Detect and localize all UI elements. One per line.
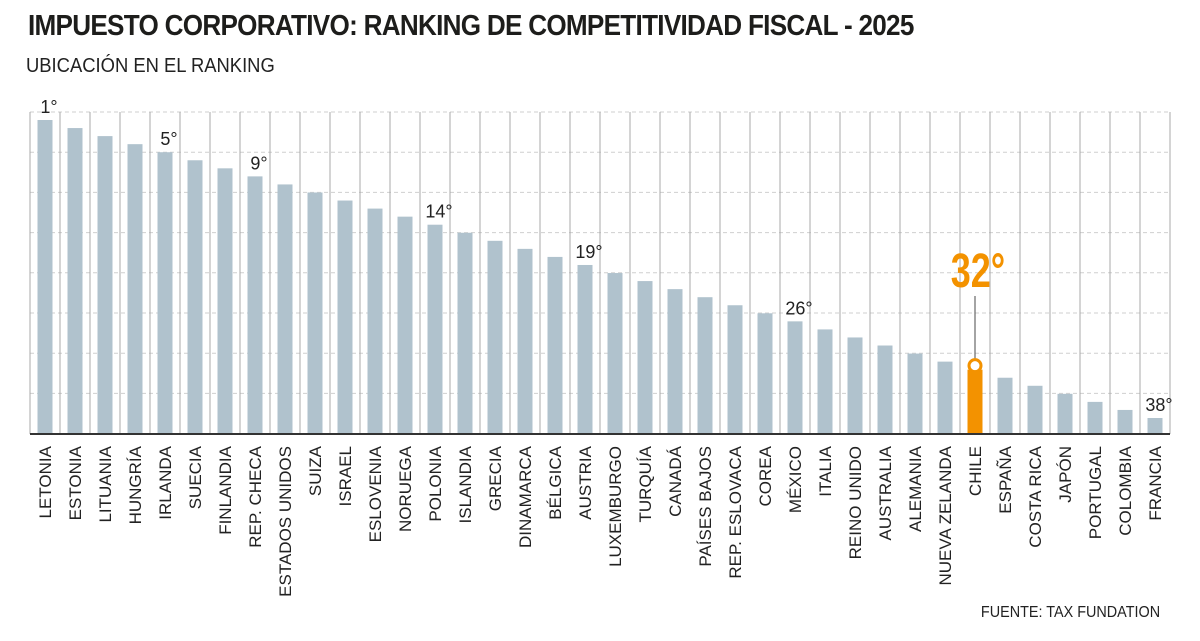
bar (277, 184, 293, 434)
x-tick-label: ITALIA (816, 445, 835, 496)
x-tick-label: HUNGRÍA (126, 445, 145, 524)
bar (97, 136, 113, 435)
x-tick-label: LUXEMBURGO (606, 446, 625, 567)
x-tick-label: PORTUGAL (1086, 446, 1105, 539)
x-tick-label: MÉXICO (786, 446, 805, 513)
x-tick-label: NORUEGA (396, 445, 415, 532)
x-tick-label: NUEVA ZELANDA (936, 445, 955, 585)
bar (67, 128, 83, 434)
x-tick-label: IRLANDA (156, 445, 175, 519)
data-label: 19° (575, 242, 602, 262)
bar (817, 329, 833, 434)
x-tick-label: COSTA RICA (1026, 445, 1045, 547)
x-tick-label: ESPAÑA (996, 445, 1015, 513)
bar (187, 160, 203, 434)
bar (367, 208, 383, 434)
x-tick-label: ISLANDIA (456, 445, 475, 523)
x-tick-label: CHILE (966, 446, 985, 496)
x-tick-label: REP. ESLOVACA (726, 445, 745, 578)
bar (667, 289, 683, 434)
bar (757, 313, 773, 434)
x-tick-label: PAÍSES BAJOS (696, 446, 715, 567)
x-tick-label: LITUANIA (96, 445, 115, 522)
x-tick-label: TURQUÍA (636, 445, 655, 522)
x-tick-label: COREA (756, 445, 775, 506)
bar-highlight (967, 369, 983, 434)
x-tick-label: REINO UNIDO (846, 446, 865, 559)
x-tick-label: FRANCIA (1146, 445, 1165, 520)
x-tick-label: POLONIA (426, 445, 445, 521)
x-tick-label: JAPÓN (1056, 446, 1075, 503)
bar (457, 232, 473, 434)
bar (517, 248, 533, 434)
bar (127, 144, 143, 434)
data-label: 38° (1145, 395, 1172, 415)
highlight-label: 32° (951, 244, 1005, 297)
bar (907, 353, 923, 434)
bar (937, 361, 953, 434)
bar (37, 120, 53, 434)
x-tick-label: DINAMARCA (516, 445, 535, 548)
chart-title: IMPUESTO CORPORATIVO: RANKING DE COMPETI… (28, 10, 914, 42)
bar (637, 281, 653, 434)
x-tick-label: SUIZA (306, 445, 325, 496)
chart-subtitle: UBICACIÓN EN EL RANKING (26, 55, 275, 77)
highlight-marker (967, 358, 983, 374)
x-tick-label: SUECIA (186, 445, 205, 509)
bar (427, 224, 443, 434)
bar (247, 176, 263, 435)
data-label: 9° (250, 153, 267, 173)
bar (1087, 401, 1103, 434)
x-tick-label: FINLANDIA (216, 445, 235, 534)
x-tick-label: ESLOVENIA (366, 445, 385, 542)
data-label: 5° (160, 129, 177, 149)
x-tick-label: GRECIA (486, 445, 505, 511)
source-note: FUENTE: TAX FUNDATION (980, 604, 1160, 621)
x-tick-label: AUSTRIA (576, 445, 595, 519)
x-tick-label: REP. CHECA (246, 445, 265, 547)
bar (697, 297, 713, 434)
x-tick-label: COLOMBIA (1116, 445, 1135, 535)
x-tick-label: ESTADOS UNIDOS (276, 446, 295, 597)
bar (607, 273, 623, 434)
x-tick-label: ESTONIA (66, 445, 85, 520)
x-tick-label: CANADÁ (666, 445, 685, 517)
bar (577, 264, 593, 434)
bar (307, 192, 323, 434)
bar (547, 256, 563, 434)
data-label: 14° (425, 202, 452, 222)
bar (157, 152, 173, 434)
bar (397, 216, 413, 434)
data-label: 1° (40, 97, 57, 117)
bar (727, 305, 743, 434)
bar (1057, 393, 1073, 434)
bar (217, 168, 233, 434)
x-tick-label: AUSTRALIA (876, 445, 895, 540)
x-tick-label: ISRAEL (336, 446, 355, 506)
bar (487, 240, 503, 434)
data-label: 26° (785, 298, 812, 318)
x-tick-label: LETONIA (36, 445, 55, 518)
bar (1027, 385, 1043, 434)
bar (877, 345, 893, 434)
bar (787, 321, 803, 434)
x-tick-label: ALEMANIA (906, 445, 925, 532)
x-tick-label: BÉLGICA (546, 445, 565, 519)
bar (847, 337, 863, 434)
bar (337, 200, 353, 434)
bar (1117, 409, 1133, 434)
bar (1147, 418, 1163, 434)
bar (997, 377, 1013, 434)
